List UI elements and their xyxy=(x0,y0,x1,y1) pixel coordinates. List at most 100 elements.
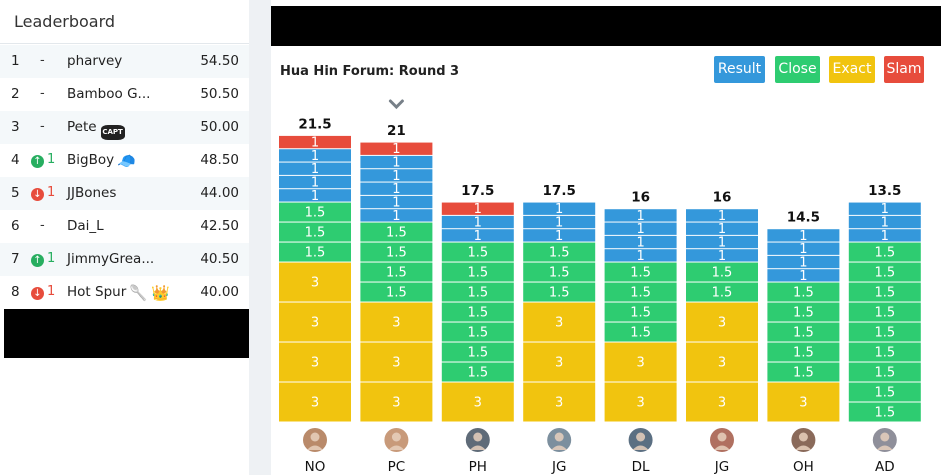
segment-label: 3 xyxy=(311,316,319,331)
legend-slam-button[interactable]: Slam xyxy=(884,56,924,83)
segment-label: 1 xyxy=(555,202,563,217)
bar-segment-close xyxy=(523,262,596,282)
avatar-icon[interactable] xyxy=(628,428,653,452)
bar-segment-exact xyxy=(686,302,758,342)
avatar-icon[interactable] xyxy=(710,428,734,452)
avatar-icon[interactable] xyxy=(303,428,327,452)
player-score: 50.50 xyxy=(200,86,239,102)
rank-number: 7 xyxy=(11,251,20,267)
rank-change-value: 1 xyxy=(47,152,56,167)
rank-number: 5 xyxy=(11,185,20,201)
segment-label: 1 xyxy=(636,249,644,264)
player-score: 50.00 xyxy=(200,119,239,135)
segment-label: 1.5 xyxy=(386,246,407,261)
avatar-icon[interactable] xyxy=(872,428,897,452)
player-score: 54.50 xyxy=(200,53,239,69)
segment-label: 1.5 xyxy=(874,386,895,401)
segment-label: 1 xyxy=(881,202,889,217)
arrow-down-icon: ↓ xyxy=(31,287,44,300)
avatar-head xyxy=(717,432,727,442)
segment-label: 1.5 xyxy=(386,266,407,281)
leaderboard-row[interactable]: 2 - Bamboo G... 50.50 xyxy=(0,78,249,111)
legend-close-button[interactable]: Close xyxy=(775,56,820,83)
segment-label: 1 xyxy=(718,222,726,237)
no-change-indicator: - xyxy=(31,119,45,134)
player-initials-label: DL xyxy=(632,459,650,475)
bar-segment-close xyxy=(848,382,921,402)
rank-change-value: 1 xyxy=(47,251,56,266)
segment-label: 3 xyxy=(555,396,563,411)
arrow-down-icon: ↓ xyxy=(31,188,44,201)
legend-result-button[interactable]: Result xyxy=(714,56,765,83)
segment-label: 1.5 xyxy=(630,286,651,301)
player-name: JimmyGrea... xyxy=(67,251,154,267)
leaderboard-row[interactable]: 5 ↓ 1 JJBones 44.00 xyxy=(0,177,249,210)
bar-segment-result xyxy=(441,229,514,242)
avatar-icon[interactable] xyxy=(465,428,490,452)
rank-change-value: 1 xyxy=(47,284,56,299)
bar-segment-exact xyxy=(604,382,677,422)
segment-label: 1.5 xyxy=(793,306,814,321)
bar-segment-close xyxy=(441,302,514,322)
segment-label: 1 xyxy=(881,216,889,231)
bar-segment-close xyxy=(441,282,514,302)
no-change-indicator: - xyxy=(31,218,45,233)
leaderboard-row[interactable]: 4 ↑ 1 BigBoy 🧢 48.50 xyxy=(0,144,249,177)
bar-segment-close xyxy=(848,242,921,262)
bar-segment-result xyxy=(523,229,596,242)
bar-total-label: 14.5 xyxy=(787,210,820,226)
legend-exact-button[interactable]: Exact xyxy=(829,56,875,83)
bar-segment-result xyxy=(767,255,840,269)
wooden-spoon-icon: 🥄 xyxy=(129,284,148,302)
bar-segment-close xyxy=(360,242,433,262)
avatar-body xyxy=(388,445,405,450)
avatar-icon[interactable] xyxy=(384,428,409,452)
bar-segment-result xyxy=(360,195,433,209)
segment-label: 1.5 xyxy=(712,266,733,281)
player-score: 40.50 xyxy=(200,251,239,267)
bar-segment-exact xyxy=(523,302,596,342)
leaderboard-row[interactable]: 7 ↑ 1 JimmyGrea... 40.50 xyxy=(0,243,249,276)
avatar-icon[interactable] xyxy=(547,428,572,452)
leaderboard-row[interactable]: 8 ↓ 1 Hot Spur 🥄 👑 40.00 xyxy=(0,276,249,309)
segment-label: 1 xyxy=(799,229,807,244)
bar-segment-result xyxy=(523,202,596,215)
leaderboard-row[interactable]: 1 - pharvey 54.50 xyxy=(0,45,249,78)
avatar-head xyxy=(798,432,808,442)
bar-segment-slam xyxy=(279,135,351,149)
segment-label: 1 xyxy=(474,202,482,217)
bar-total-label: 17.5 xyxy=(461,183,494,199)
bar-segment-result xyxy=(686,249,758,262)
bar-segment-result xyxy=(279,149,351,162)
segment-label: 1.5 xyxy=(305,246,326,261)
leaderboard-row[interactable]: 3 - Pete CAPT 50.00 xyxy=(0,111,249,144)
bar-segment-close xyxy=(604,322,677,342)
segment-label: 1 xyxy=(718,236,726,251)
bar-segment-exact xyxy=(279,342,351,382)
player-name: Pete CAPT xyxy=(67,119,125,140)
avatar-head xyxy=(554,432,564,442)
bar-segment-result xyxy=(604,209,677,222)
player-initials-label: JG xyxy=(714,459,729,475)
bar-segment-close xyxy=(604,282,677,302)
segment-label: 1.5 xyxy=(874,366,895,381)
avatar-body xyxy=(795,445,812,450)
segment-label: 1 xyxy=(311,189,319,204)
bar-segment-slam xyxy=(441,202,514,215)
avatar-body xyxy=(714,445,730,450)
segment-label: 3 xyxy=(718,396,726,411)
avatar-icon[interactable] xyxy=(791,428,816,452)
segment-label: 1 xyxy=(392,182,400,197)
leaderboard-row[interactable]: 6 - Dai_L 42.50 xyxy=(0,210,249,243)
segment-label: 1 xyxy=(392,196,400,211)
bar-segment-close xyxy=(767,302,840,322)
bar-segment-close xyxy=(848,402,921,422)
